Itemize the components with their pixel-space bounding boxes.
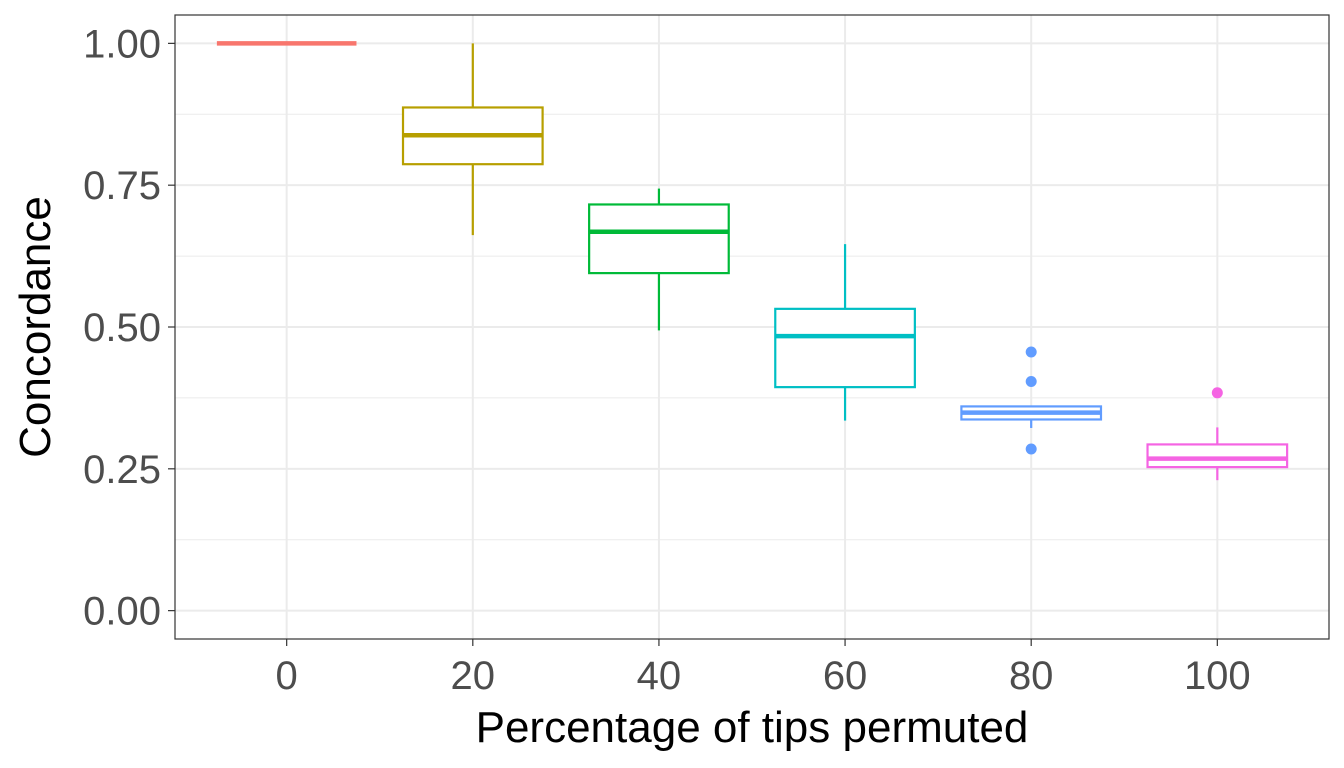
box-40 [588,188,730,331]
y-tick-label: 0.25 [83,448,161,492]
x-axis-title: Percentage of tips permuted [476,703,1029,752]
x-axis-ticks: 0 20 40 60 80 100 [276,639,1251,698]
outlier-point [1025,443,1037,455]
y-tick-label: 1.00 [83,22,161,66]
major-gridlines [175,15,1329,639]
x-tick-label: 20 [451,654,496,698]
box-layer [216,41,1289,481]
box-100 [1146,387,1289,481]
minor-gridlines [175,113,1329,541]
y-tick-label: 0.75 [83,164,161,208]
y-tick-label: 0.00 [83,590,161,634]
x-tick-label: 0 [276,654,298,698]
y-axis-ticks: 0.00 0.25 0.50 0.75 1.00 [83,22,175,634]
x-tick-label: 80 [1009,654,1054,698]
box-body [1146,443,1289,469]
outlier-point [1025,346,1037,358]
x-tick-label: 100 [1184,654,1251,698]
box-body [588,203,730,275]
box-body [774,307,916,389]
y-tick-label: 0.50 [83,306,161,350]
box-80 [960,346,1103,455]
outlier-point [1025,375,1037,387]
box-60 [774,244,916,421]
y-axis-title: Concordance [11,196,60,458]
x-tick-label: 60 [823,654,868,698]
box-20 [401,43,544,236]
outlier-point [1211,387,1223,399]
x-tick-label: 40 [637,654,682,698]
